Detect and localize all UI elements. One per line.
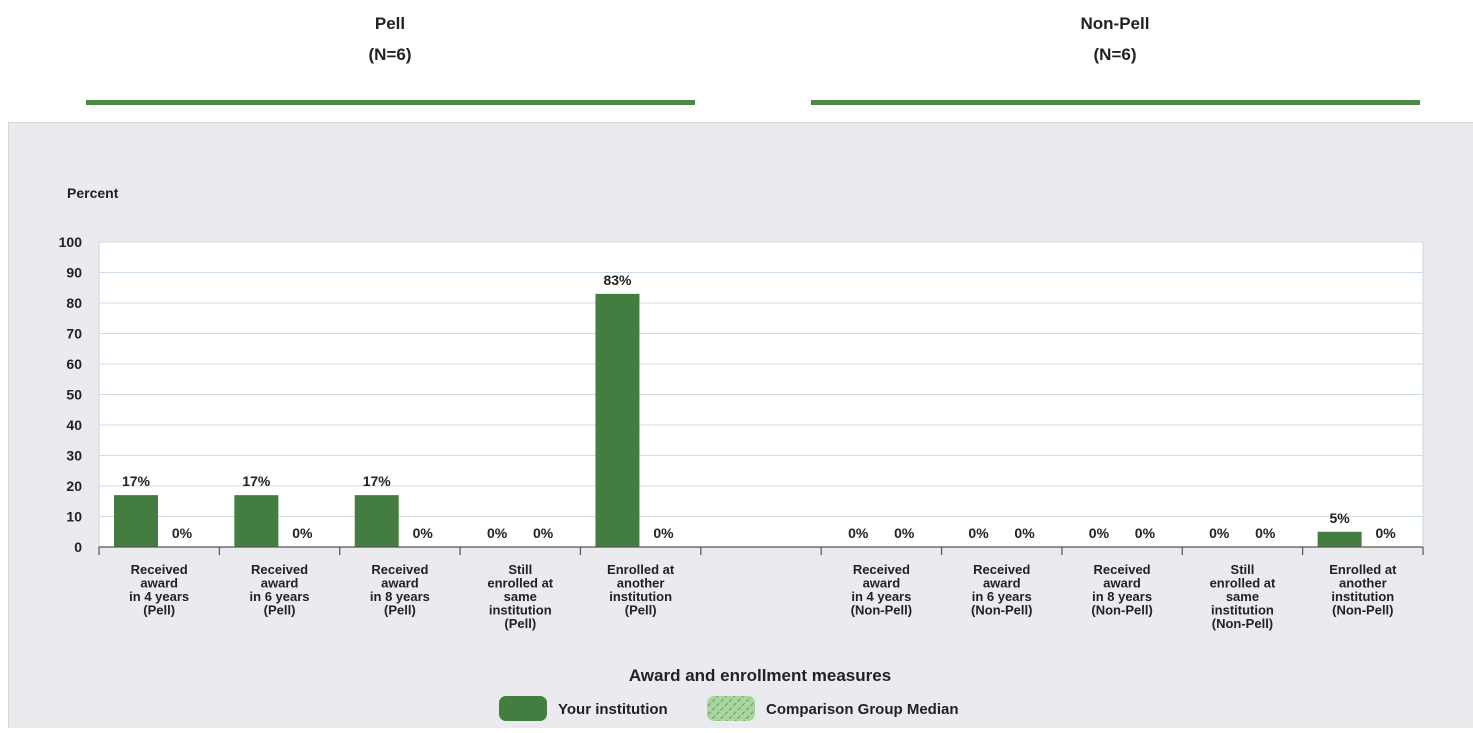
x-category-label: (Pell): [625, 603, 657, 618]
x-category-label: award: [381, 576, 419, 591]
x-category-label: Received: [853, 562, 910, 577]
x-category-label: Enrolled at: [607, 562, 675, 577]
x-axis-title: Award and enrollment measures: [629, 666, 891, 685]
x-category-label: institution: [609, 589, 672, 604]
bar-your-institution: [234, 495, 279, 547]
data-label-comparison-median: 0%: [1255, 525, 1276, 541]
data-label-your-institution: 17%: [363, 473, 392, 489]
pell-group-header: Pell (N=6): [90, 8, 690, 70]
data-label-comparison-median: 0%: [413, 525, 434, 541]
x-category-label: Received: [1094, 562, 1151, 577]
chart-panel: Percent 17% 0% 17% 0% 17% 0% 0% 0% 83% 0% 0% 0% 0% 0%…: [8, 122, 1473, 728]
bar-your-institution: [354, 495, 399, 547]
grid-layer: [98, 241, 1424, 548]
data-label-your-institution: 0%: [1209, 525, 1230, 541]
bar-layer: 17% 0% 17% 0% 17% 0% 0% 0% 83% 0% 0% 0% 0% 0% 0% 0% 0% 0%…: [114, 272, 1396, 547]
data-label-your-institution: 0%: [487, 525, 508, 541]
pell-group-title: Pell: [374, 14, 406, 33]
x-category-label: award: [983, 576, 1021, 591]
bar-chart: Percent 17% 0% 17% 0% 17% 0% 0% 0% 83% 0% 0% 0% 0% 0%…: [59, 185, 1424, 721]
x-category-label: Received: [251, 562, 308, 577]
x-category-label: Received: [131, 562, 188, 577]
data-label-your-institution: 5%: [1330, 510, 1351, 526]
y-tick-label: 60: [66, 356, 82, 372]
y-tick-label: 30: [66, 448, 82, 464]
non-pell-group-header: Non-Pell (N=6): [815, 8, 1415, 70]
data-label-comparison-median: 0%: [653, 525, 674, 541]
y-tick-label: 0: [74, 539, 82, 555]
y-tick-label: 10: [66, 509, 82, 525]
x-category-label: (Non-Pell): [851, 603, 912, 618]
data-label-comparison-median: 0%: [894, 525, 915, 541]
x-category-label: (Pell): [143, 603, 175, 618]
data-label-your-institution: 17%: [242, 473, 271, 489]
x-category-label: (Pell): [264, 603, 296, 618]
data-label-comparison-median: 0%: [1014, 525, 1035, 541]
data-label-comparison-median: 0%: [172, 525, 193, 541]
y-tick-label: 100: [59, 234, 83, 250]
data-label-your-institution: 0%: [968, 525, 989, 541]
x-category-label: in 6 years: [972, 589, 1032, 604]
data-label-your-institution: 0%: [848, 525, 869, 541]
x-category-label: award: [140, 576, 178, 591]
legend-swatch-comparison: [707, 696, 755, 721]
legend-swatch-your-institution: [499, 696, 547, 721]
x-category-label: in 8 years: [370, 589, 430, 604]
x-category-label: another: [1339, 576, 1387, 591]
x-category-label: (Non-Pell): [1332, 603, 1393, 618]
y-tick-label: 40: [66, 417, 82, 433]
x-category-label: institution: [1211, 603, 1274, 618]
bar-your-institution: [595, 293, 640, 547]
y-tick-label: 20: [66, 478, 82, 494]
non-pell-group-title: Non-Pell: [1080, 14, 1150, 33]
non-pell-group-rule: [811, 100, 1420, 105]
x-category-label: Received: [371, 562, 428, 577]
x-category-label: Received: [973, 562, 1030, 577]
x-category-label: same: [504, 589, 537, 604]
x-category-label: enrolled at: [1210, 576, 1276, 591]
data-label-your-institution: 0%: [1089, 525, 1110, 541]
legend-label-your-institution: Your institution: [558, 701, 668, 718]
x-category-label: award: [1103, 576, 1141, 591]
x-category-label: institution: [489, 603, 552, 618]
data-label-your-institution: 83%: [603, 272, 632, 288]
x-category-label: (Non-Pell): [1091, 603, 1152, 618]
x-category-label: award: [261, 576, 299, 591]
x-category-label: in 4 years: [129, 589, 189, 604]
y-tick-label: 90: [66, 265, 82, 281]
non-pell-group-count: (N=6): [1093, 45, 1137, 64]
x-category-label: (Pell): [384, 603, 416, 618]
x-category-label: in 4 years: [851, 589, 911, 604]
data-label-comparison-median: 0%: [533, 525, 554, 541]
y-axis-title: Percent: [67, 185, 119, 201]
x-category-label: Still: [508, 562, 532, 577]
x-category-label: in 8 years: [1092, 589, 1152, 604]
legend-label-comparison: Comparison Group Median: [766, 701, 959, 718]
x-category-label: in 6 years: [250, 589, 310, 604]
y-tick-label: 50: [66, 387, 82, 403]
bar-your-institution: [1317, 531, 1362, 547]
x-category-label: Enrolled at: [1329, 562, 1397, 577]
x-category-label: same: [1226, 589, 1259, 604]
data-label-comparison-median: 0%: [1135, 525, 1156, 541]
data-label-comparison-median: 0%: [292, 525, 313, 541]
data-label-your-institution: 17%: [122, 473, 151, 489]
x-category-label: (Non-Pell): [971, 603, 1032, 618]
x-category-label: (Pell): [504, 616, 536, 631]
x-category-label: enrolled at: [487, 576, 553, 591]
x-category-label: (Non-Pell): [1212, 616, 1273, 631]
x-category-label: award: [863, 576, 901, 591]
data-label-comparison-median: 0%: [1376, 525, 1397, 541]
y-tick-label: 70: [66, 326, 82, 342]
legend: Your institution Comparison Group Median: [499, 696, 959, 721]
bar-your-institution: [114, 495, 158, 547]
x-category-label: another: [617, 576, 665, 591]
x-category-label: institution: [1331, 589, 1394, 604]
pell-group-rule: [86, 100, 695, 105]
x-category-label: Still: [1231, 562, 1255, 577]
y-tick-label: 80: [66, 295, 82, 311]
pell-group-count: (N=6): [368, 45, 412, 64]
